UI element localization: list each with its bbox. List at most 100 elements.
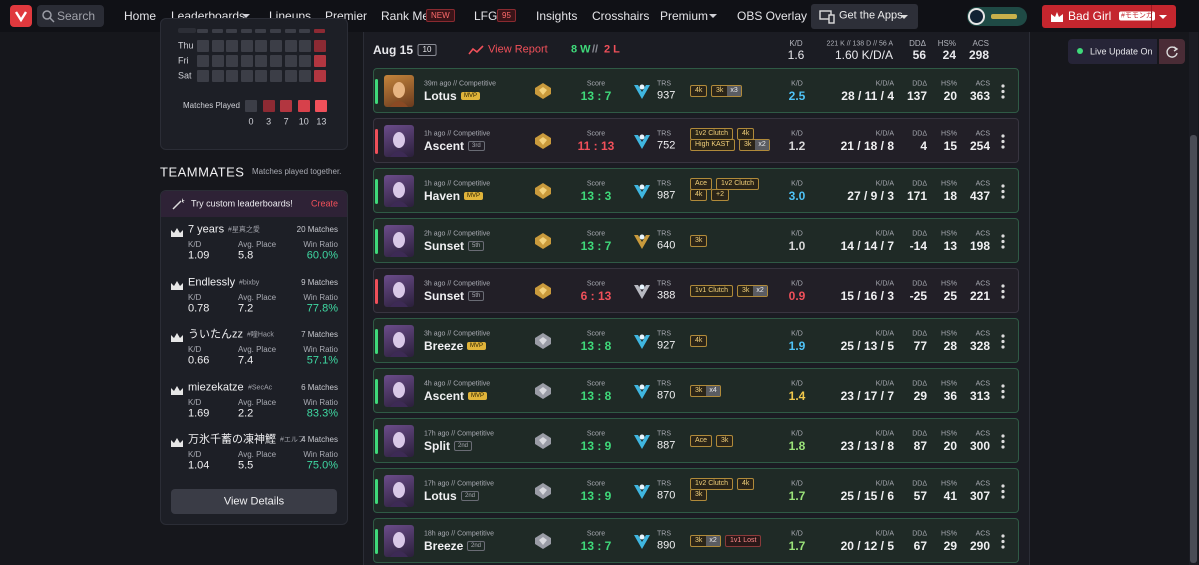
caret <box>709 14 717 18</box>
label-kd: K/D <box>188 450 202 459</box>
refresh-button[interactable] <box>1159 39 1185 64</box>
more-menu[interactable] <box>1000 333 1006 350</box>
kd-label: K/D <box>791 280 803 288</box>
more-menu[interactable] <box>1000 533 1006 550</box>
hs-value: 20 <box>943 439 957 453</box>
heatmap-cell <box>240 29 252 33</box>
highlight-tag: 4k <box>690 189 708 201</box>
score-label: Score <box>586 380 606 388</box>
dd-value: -14 <box>909 239 927 253</box>
rank-widget[interactable] <box>967 7 1027 26</box>
score-label: Score <box>586 480 606 488</box>
acs-label: ACS <box>975 280 990 288</box>
heatmap-cell <box>255 55 268 67</box>
nav-item[interactable]: Home <box>124 9 157 23</box>
agent-face <box>390 432 408 457</box>
agent-face <box>390 332 408 357</box>
highlight-tag: 1v2 Clutch <box>716 178 760 190</box>
score: 6 : 13 <box>580 289 612 303</box>
teammate-name[interactable]: ういたんzz <box>188 328 243 341</box>
kd-label: K/D <box>791 180 803 188</box>
live-update-button[interactable]: Live Update On <box>1068 39 1157 64</box>
trs-emblem <box>634 384 650 399</box>
teammate-name[interactable]: 7 years <box>188 223 225 236</box>
view-report[interactable]: View Report <box>488 43 548 56</box>
user-button[interactable]: Bad Girl #モモンガ <box>1042 5 1176 28</box>
map-name: Lotus <box>424 89 457 103</box>
rank-emblem <box>535 333 551 349</box>
kd-label: K/D <box>791 130 803 138</box>
more-menu[interactable] <box>1000 483 1006 500</box>
match-row[interactable]: 1h ago // Competitive Ascent 3rd Score 11 : … <box>373 118 1019 163</box>
more-menu[interactable] <box>1000 233 1006 250</box>
more-menu[interactable] <box>1000 383 1006 400</box>
match-row[interactable]: 3h ago // Competitive Sunset 5th Score 6 : 1… <box>373 268 1019 313</box>
heatmap-cell <box>211 40 224 52</box>
heatmap-panel <box>160 18 348 150</box>
hs-label: HS% <box>941 480 957 488</box>
rank-emblem <box>535 483 551 499</box>
match-row[interactable]: 4h ago // Competitive Ascent MVP Score 13 : … <box>373 368 1019 413</box>
teammate-name[interactable]: 万氷千蓄の凍神鰹 <box>188 433 276 446</box>
nav-item[interactable]: Rank Me <box>381 9 430 23</box>
nav-item[interactable]: Crosshairs <box>592 9 650 23</box>
tag-label: 4k <box>695 337 703 344</box>
more-menu[interactable] <box>1000 283 1006 300</box>
logo[interactable] <box>10 5 32 27</box>
teammate-matches: 20 Matches <box>296 225 338 234</box>
agent-face <box>390 82 408 107</box>
rank-icon <box>534 82 552 100</box>
match-row[interactable]: 39m ago // Competitive Lotus MVP Score 13 : … <box>373 68 1019 113</box>
kd-label: K/D <box>791 530 803 538</box>
crown-icon <box>171 225 183 237</box>
match-row[interactable]: 17h ago // Competitive Lotus 2nd Score 13 : … <box>373 468 1019 513</box>
nav-item[interactable]: OBS Overlay <box>737 9 808 23</box>
teammate-name[interactable]: Endlessly <box>188 276 236 288</box>
result-bar <box>375 479 378 504</box>
rank-progress <box>991 14 1017 19</box>
map-name: Sunset <box>424 239 465 253</box>
trs-icon <box>632 431 652 451</box>
create-link[interactable]: Create <box>310 198 338 209</box>
nav-item[interactable]: LFG <box>474 9 498 23</box>
teammate-tag: #SecAc <box>248 384 273 391</box>
match-row[interactable]: 18h ago // Competitive Breeze 2nd Score 13 :… <box>373 518 1019 563</box>
highlight-tag: 3k x2 <box>690 535 721 547</box>
match-row[interactable]: 3h ago // Competitive Breeze MVP Score 13 : … <box>373 318 1019 363</box>
more-menu[interactable] <box>1000 83 1006 100</box>
nav-item[interactable]: Premium <box>660 9 709 23</box>
legend-swatch <box>297 100 310 112</box>
match-row[interactable]: 1h ago // Competitive Haven MVP Score 13 : 3… <box>373 168 1019 213</box>
teammate-name[interactable]: miezekatze <box>188 381 244 393</box>
acs-label: ACS <box>975 430 990 438</box>
hs-label: HS% <box>941 530 957 538</box>
match-row[interactable]: 2h ago // Competitive Sunset 5th Score 13 : … <box>373 218 1019 263</box>
more-menu[interactable] <box>1000 433 1006 450</box>
heatmap-cell <box>299 70 312 82</box>
dd-value: 67 <box>913 539 927 553</box>
search-box[interactable]: Search <box>37 5 104 27</box>
hs-label: HS% <box>941 430 957 438</box>
day-kd-label: K/D <box>789 39 803 48</box>
heatmap-cell <box>197 55 209 67</box>
highlight-tag: 4k <box>690 335 708 347</box>
kda-label: K/D/A <box>875 480 894 488</box>
kd-value: 1.2 <box>788 139 806 153</box>
hs-value: 15 <box>943 139 957 153</box>
more-menu[interactable] <box>1000 133 1006 150</box>
rank-icon <box>534 332 552 350</box>
label-win: Win Ratio <box>303 292 338 302</box>
dd-label: DDΔ <box>912 480 927 488</box>
heatmap-cell <box>226 55 239 67</box>
get-apps-button[interactable]: Get the Apps <box>811 4 918 29</box>
rank-icon <box>534 382 552 400</box>
tag-label: Ace <box>695 180 708 187</box>
view-details-button[interactable]: View Details <box>171 489 337 514</box>
hs-value: 25 <box>943 289 957 303</box>
match-row[interactable]: 17h ago // Competitive Split 2nd Score 13 : … <box>373 418 1019 463</box>
promo-text: Try custom leaderboards! <box>191 198 293 209</box>
tag-label: +2 <box>716 191 724 198</box>
match-time: 3h ago // Competitive <box>424 330 491 338</box>
nav-item[interactable]: Insights <box>536 9 578 23</box>
more-menu[interactable] <box>1000 183 1006 200</box>
